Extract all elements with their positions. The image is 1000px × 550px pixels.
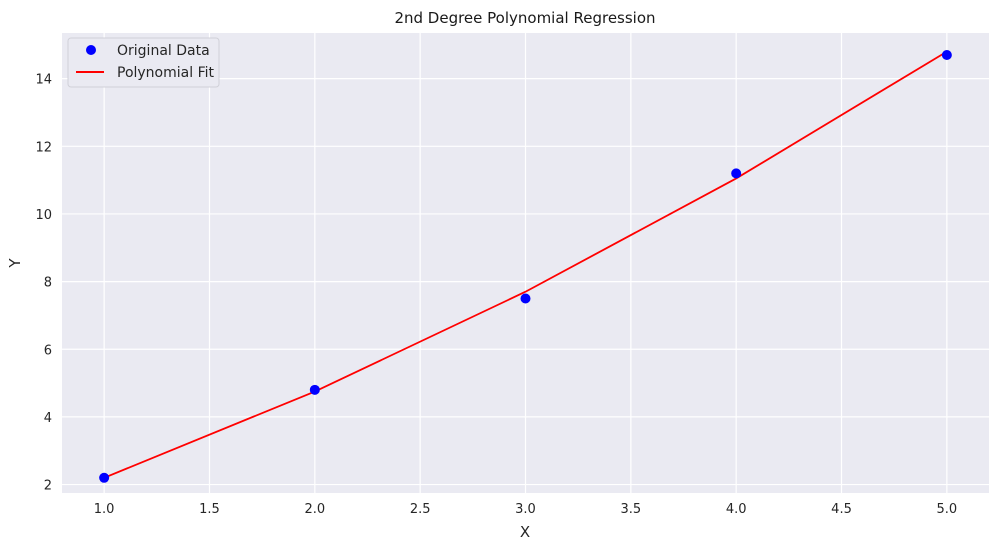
x-tick-label: 1.0 (94, 502, 115, 517)
y-tick-label: 10 (35, 208, 52, 223)
legend-label-polynomial-fit: Polynomial Fit (117, 65, 214, 81)
y-tick-label: 8 (44, 276, 52, 291)
x-tick-label: 1.5 (199, 502, 220, 517)
x-tick-label: 3.5 (620, 502, 641, 517)
x-tick-label: 2.5 (410, 502, 431, 517)
legend: Original Data Polynomial Fit (67, 37, 220, 88)
y-tick-label: 12 (35, 140, 52, 155)
y-tick-labels: 2 4 6 8 10 12 14 (35, 73, 52, 494)
x-tick-labels: 1.0 1.5 2.0 2.5 3.0 3.5 4.0 4.5 5.0 (94, 502, 957, 517)
x-tick-label: 5.0 (937, 502, 958, 517)
legend-label-original-data: Original Data (117, 43, 210, 59)
data-point (731, 168, 742, 179)
data-point (520, 293, 531, 304)
x-tick-label: 4.0 (726, 502, 747, 517)
y-tick-label: 6 (44, 343, 52, 358)
chart-title: 2nd Degree Polynomial Regression (394, 9, 655, 27)
x-axis-label: X (520, 523, 530, 541)
legend-marker-original-data (86, 45, 96, 55)
x-tick-label: 2.0 (304, 502, 325, 517)
legend-box (67, 37, 220, 88)
y-tick-label: 14 (35, 73, 52, 88)
data-point (99, 472, 110, 483)
data-point (309, 384, 320, 395)
y-axis-label: Y (6, 258, 24, 269)
polynomial-fit-line (103, 50, 948, 479)
x-tick-label: 4.5 (831, 502, 852, 517)
y-tick-label: 2 (44, 479, 52, 494)
data-point (941, 49, 952, 60)
grid (62, 33, 989, 493)
data-marks (99, 49, 952, 483)
y-tick-label: 4 (44, 411, 52, 426)
x-tick-label: 3.0 (515, 502, 536, 517)
